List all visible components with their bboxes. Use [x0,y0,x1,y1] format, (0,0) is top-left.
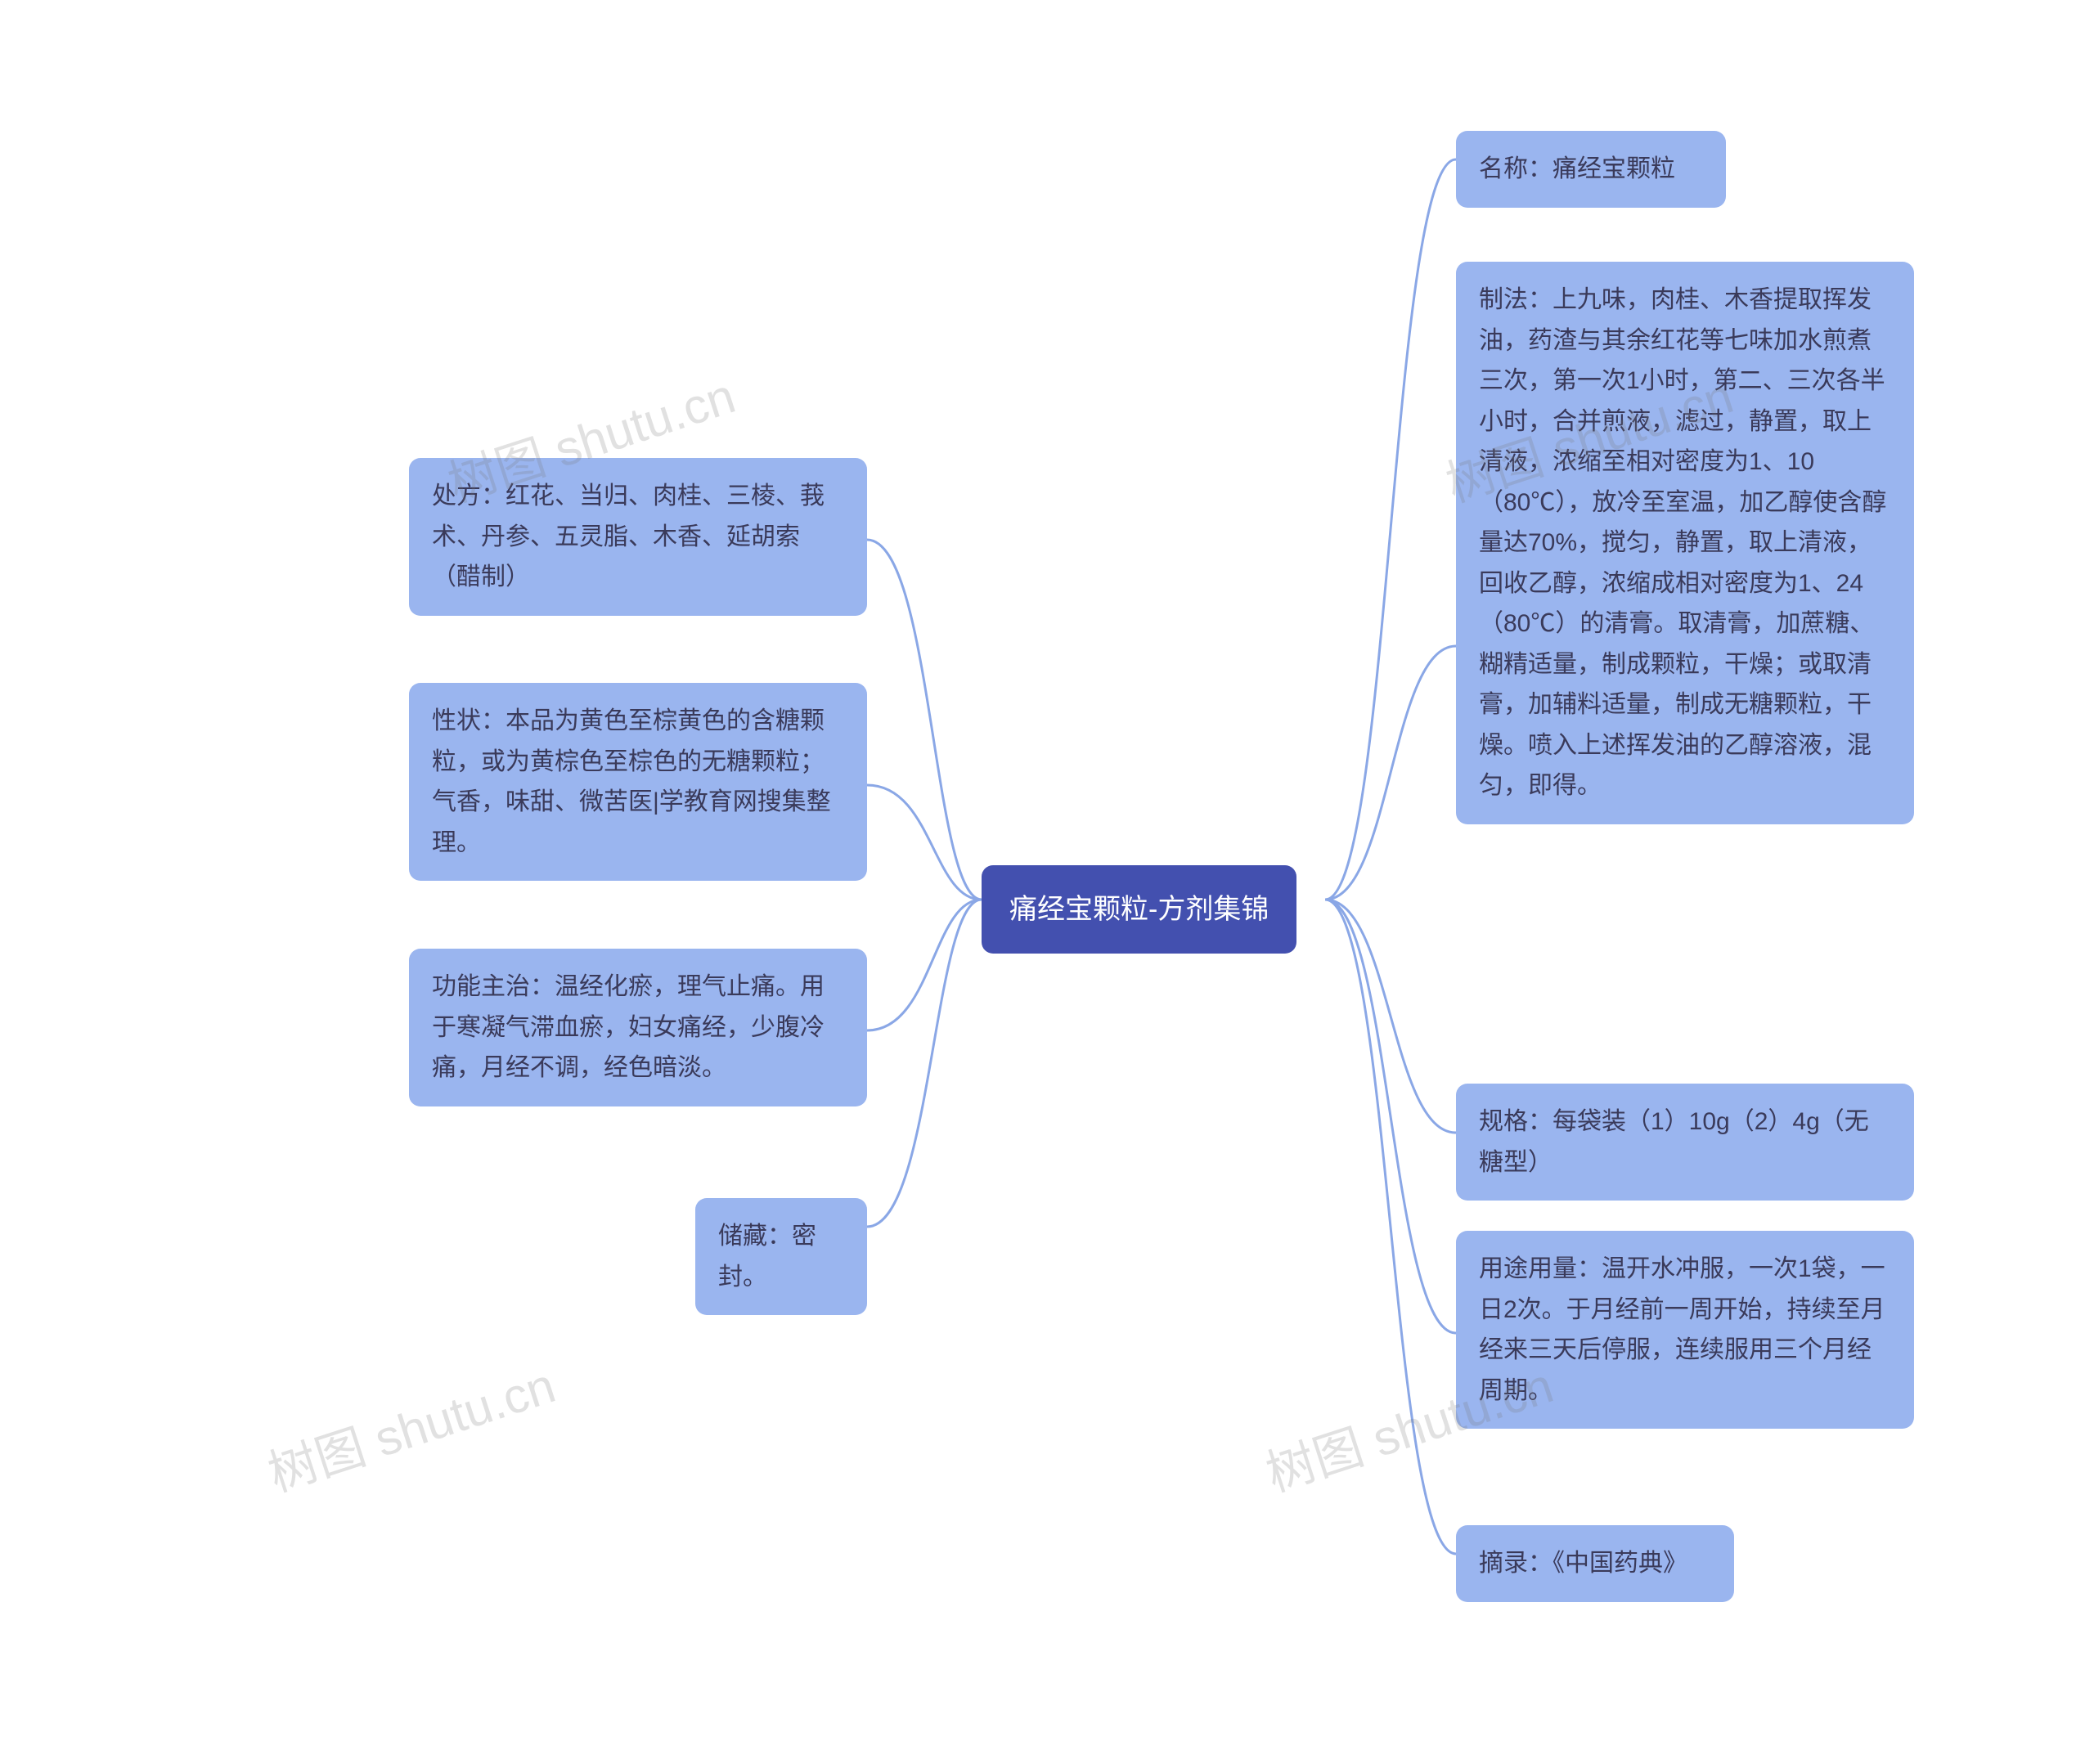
right-node-spec[interactable]: 规格：每袋装（1）10g（2）4g（无糖型） [1456,1084,1914,1201]
left-node-function[interactable]: 功能主治：温经化瘀，理气止痛。用于寒凝气滞血瘀，妇女痛经，少腹冷痛，月经不调，经… [409,949,867,1106]
left-node-prescription[interactable]: 处方：红花、当归、肉桂、三棱、莪术、丹参、五灵脂、木香、延胡索（醋制） [409,458,867,616]
left-node-storage[interactable]: 储藏：密封。 [695,1198,867,1315]
root-label: 痛经宝颗粒-方剂集锦 [1009,894,1269,925]
right-node-usage[interactable]: 用途用量：温开水冲服，一次1袋，一日2次。于月经前一周开始，持续至月经来三天后停… [1456,1231,1914,1429]
node-label: 功能主治：温经化瘀，理气止痛。用于寒凝气滞血瘀，妇女痛经，少腹冷痛，月经不调，经… [432,973,825,1081]
node-label: 名称：痛经宝颗粒 [1479,155,1675,182]
node-label: 处方：红花、当归、肉桂、三棱、莪术、丹参、五灵脂、木香、延胡索（醋制） [432,483,825,590]
right-node-name[interactable]: 名称：痛经宝颗粒 [1456,131,1726,208]
left-node-appearance[interactable]: 性状：本品为黄色至棕黄色的含糖颗粒，或为黄棕色至棕色的无糖颗粒；气香，味甜、微苦… [409,683,867,881]
node-label: 储藏：密封。 [718,1223,816,1290]
node-label: 摘录：《中国药典》 [1479,1550,1687,1577]
mindmap-canvas: 痛经宝颗粒-方剂集锦 处方：红花、当归、肉桂、三棱、莪术、丹参、五灵脂、木香、延… [0,0,2094,1764]
root-node[interactable]: 痛经宝颗粒-方剂集锦 [982,865,1296,954]
node-label: 制法：上九味，肉桂、木香提取挥发油，药渣与其余红花等七味加水煎煮三次，第一次1小… [1479,286,1886,799]
watermark: 树图 shutu.cn [258,1346,563,1506]
node-label: 性状：本品为黄色至棕黄色的含糖颗粒，或为黄棕色至棕色的无糖颗粒；气香，味甜、微苦… [432,707,831,856]
right-node-source[interactable]: 摘录：《中国药典》 [1456,1525,1734,1602]
node-label: 规格：每袋装（1）10g（2）4g（无糖型） [1479,1108,1869,1176]
node-label: 用途用量：温开水冲服，一次1袋，一日2次。于月经前一周开始，持续至月经来三天后停… [1479,1255,1885,1404]
right-node-method[interactable]: 制法：上九味，肉桂、木香提取挥发油，药渣与其余红花等七味加水煎煮三次，第一次1小… [1456,262,1914,824]
